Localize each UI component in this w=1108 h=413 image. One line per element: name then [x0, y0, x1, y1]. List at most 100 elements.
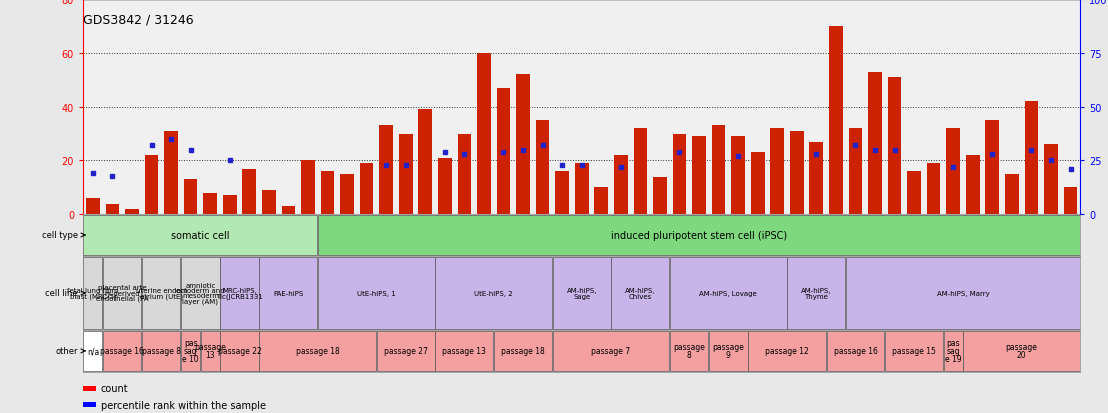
Bar	[360, 164, 373, 215]
Text: UtE-hiPS, 1: UtE-hiPS, 1	[357, 290, 396, 296]
Bar	[553, 331, 669, 371]
Bar	[419, 110, 432, 215]
Bar	[379, 126, 393, 215]
Text: AM-hiPS,
Sage: AM-hiPS, Sage	[566, 287, 597, 299]
Bar	[399, 134, 412, 215]
Bar	[220, 331, 258, 371]
Bar	[653, 177, 667, 215]
Bar	[164, 131, 178, 215]
Bar	[142, 258, 181, 329]
Text: fetal lung fibro
blast (MRC-5): fetal lung fibro blast (MRC-5)	[68, 287, 119, 299]
Bar	[907, 172, 921, 215]
Text: passage 13: passage 13	[442, 347, 486, 356]
Bar	[243, 169, 256, 215]
Text: count: count	[101, 383, 129, 393]
Bar	[201, 331, 219, 371]
Text: passage
8: passage 8	[674, 343, 705, 359]
Bar	[612, 258, 669, 329]
Bar	[926, 164, 941, 215]
Bar	[142, 331, 181, 371]
Bar	[963, 331, 1080, 371]
Bar	[555, 172, 570, 215]
Text: passage 18: passage 18	[296, 347, 340, 356]
Bar	[1005, 174, 1018, 215]
Bar	[318, 258, 434, 329]
Text: passage 8: passage 8	[142, 347, 181, 356]
Bar	[204, 193, 217, 215]
Bar	[478, 54, 491, 215]
Text: PAE-hiPS: PAE-hiPS	[274, 290, 304, 296]
Text: placental arte
ry-derived
endothelial (PA: placental arte ry-derived endothelial (P…	[96, 285, 148, 302]
Text: passage
13: passage 13	[194, 343, 226, 359]
Text: passage 27: passage 27	[383, 347, 428, 356]
Bar	[670, 258, 787, 329]
Bar	[946, 129, 960, 215]
Bar	[944, 331, 963, 371]
Bar	[731, 137, 745, 215]
Bar	[223, 196, 237, 215]
Bar	[435, 331, 493, 371]
Text: somatic cell: somatic cell	[171, 230, 229, 240]
Bar	[770, 129, 784, 215]
Text: passage 12: passage 12	[766, 347, 809, 356]
Bar	[673, 134, 686, 215]
Bar	[885, 331, 943, 371]
Bar	[83, 331, 102, 371]
Bar	[985, 121, 999, 215]
Text: AM-hiPS,
Chives: AM-hiPS, Chives	[625, 287, 656, 299]
Text: passage 16: passage 16	[100, 347, 144, 356]
Text: other: other	[55, 347, 78, 356]
Text: AM-hiPS, Lovage: AM-hiPS, Lovage	[699, 290, 757, 296]
Bar	[261, 191, 276, 215]
Bar	[751, 153, 765, 215]
Text: pas
sag
e 10: pas sag e 10	[183, 339, 199, 363]
Bar	[105, 204, 120, 215]
Bar	[670, 331, 708, 371]
Bar	[318, 216, 1080, 255]
Bar	[827, 331, 884, 371]
Bar	[182, 258, 219, 329]
Bar	[1025, 102, 1038, 215]
Text: pas
sag
e 19: pas sag e 19	[945, 339, 962, 363]
Bar	[553, 258, 611, 329]
Bar	[435, 258, 552, 329]
Bar	[594, 188, 608, 215]
Bar	[829, 27, 843, 215]
Bar	[83, 216, 317, 255]
Bar	[692, 137, 706, 215]
Text: GDS3842 / 31246: GDS3842 / 31246	[83, 14, 194, 27]
Bar	[83, 258, 102, 329]
Text: induced pluripotent stem cell (iPSC): induced pluripotent stem cell (iPSC)	[611, 230, 787, 240]
Bar	[536, 121, 550, 215]
Text: passage
20: passage 20	[1006, 343, 1037, 359]
Bar	[790, 131, 803, 215]
Bar	[709, 331, 748, 371]
Text: passage 7: passage 7	[592, 347, 630, 356]
Bar	[869, 73, 882, 215]
Text: passage 16: passage 16	[833, 347, 878, 356]
Bar	[847, 258, 1080, 329]
Bar	[516, 75, 530, 215]
Bar	[301, 161, 315, 215]
Bar	[103, 258, 142, 329]
Text: n/a: n/a	[86, 347, 99, 356]
Bar	[966, 156, 979, 215]
Bar	[810, 142, 823, 215]
Bar	[1064, 188, 1077, 215]
Bar	[458, 134, 471, 215]
Text: MRC-hiPS,
Tic(JCRB1331: MRC-hiPS, Tic(JCRB1331	[216, 287, 263, 299]
Bar	[494, 331, 552, 371]
Bar	[1044, 145, 1058, 215]
Text: amniotic
ectoderm and
mesoderm
layer (AM): amniotic ectoderm and mesoderm layer (AM…	[176, 282, 225, 304]
Bar	[320, 172, 335, 215]
Bar	[888, 78, 902, 215]
Text: AM-hiPS,
Thyme: AM-hiPS, Thyme	[801, 287, 832, 299]
Bar	[377, 331, 434, 371]
Bar	[849, 129, 862, 215]
Text: UtE-hiPS, 2: UtE-hiPS, 2	[474, 290, 513, 296]
Bar	[184, 180, 197, 215]
Bar	[259, 331, 376, 371]
Bar	[145, 156, 158, 215]
Text: percentile rank within the sample: percentile rank within the sample	[101, 400, 266, 410]
Bar	[259, 258, 317, 329]
